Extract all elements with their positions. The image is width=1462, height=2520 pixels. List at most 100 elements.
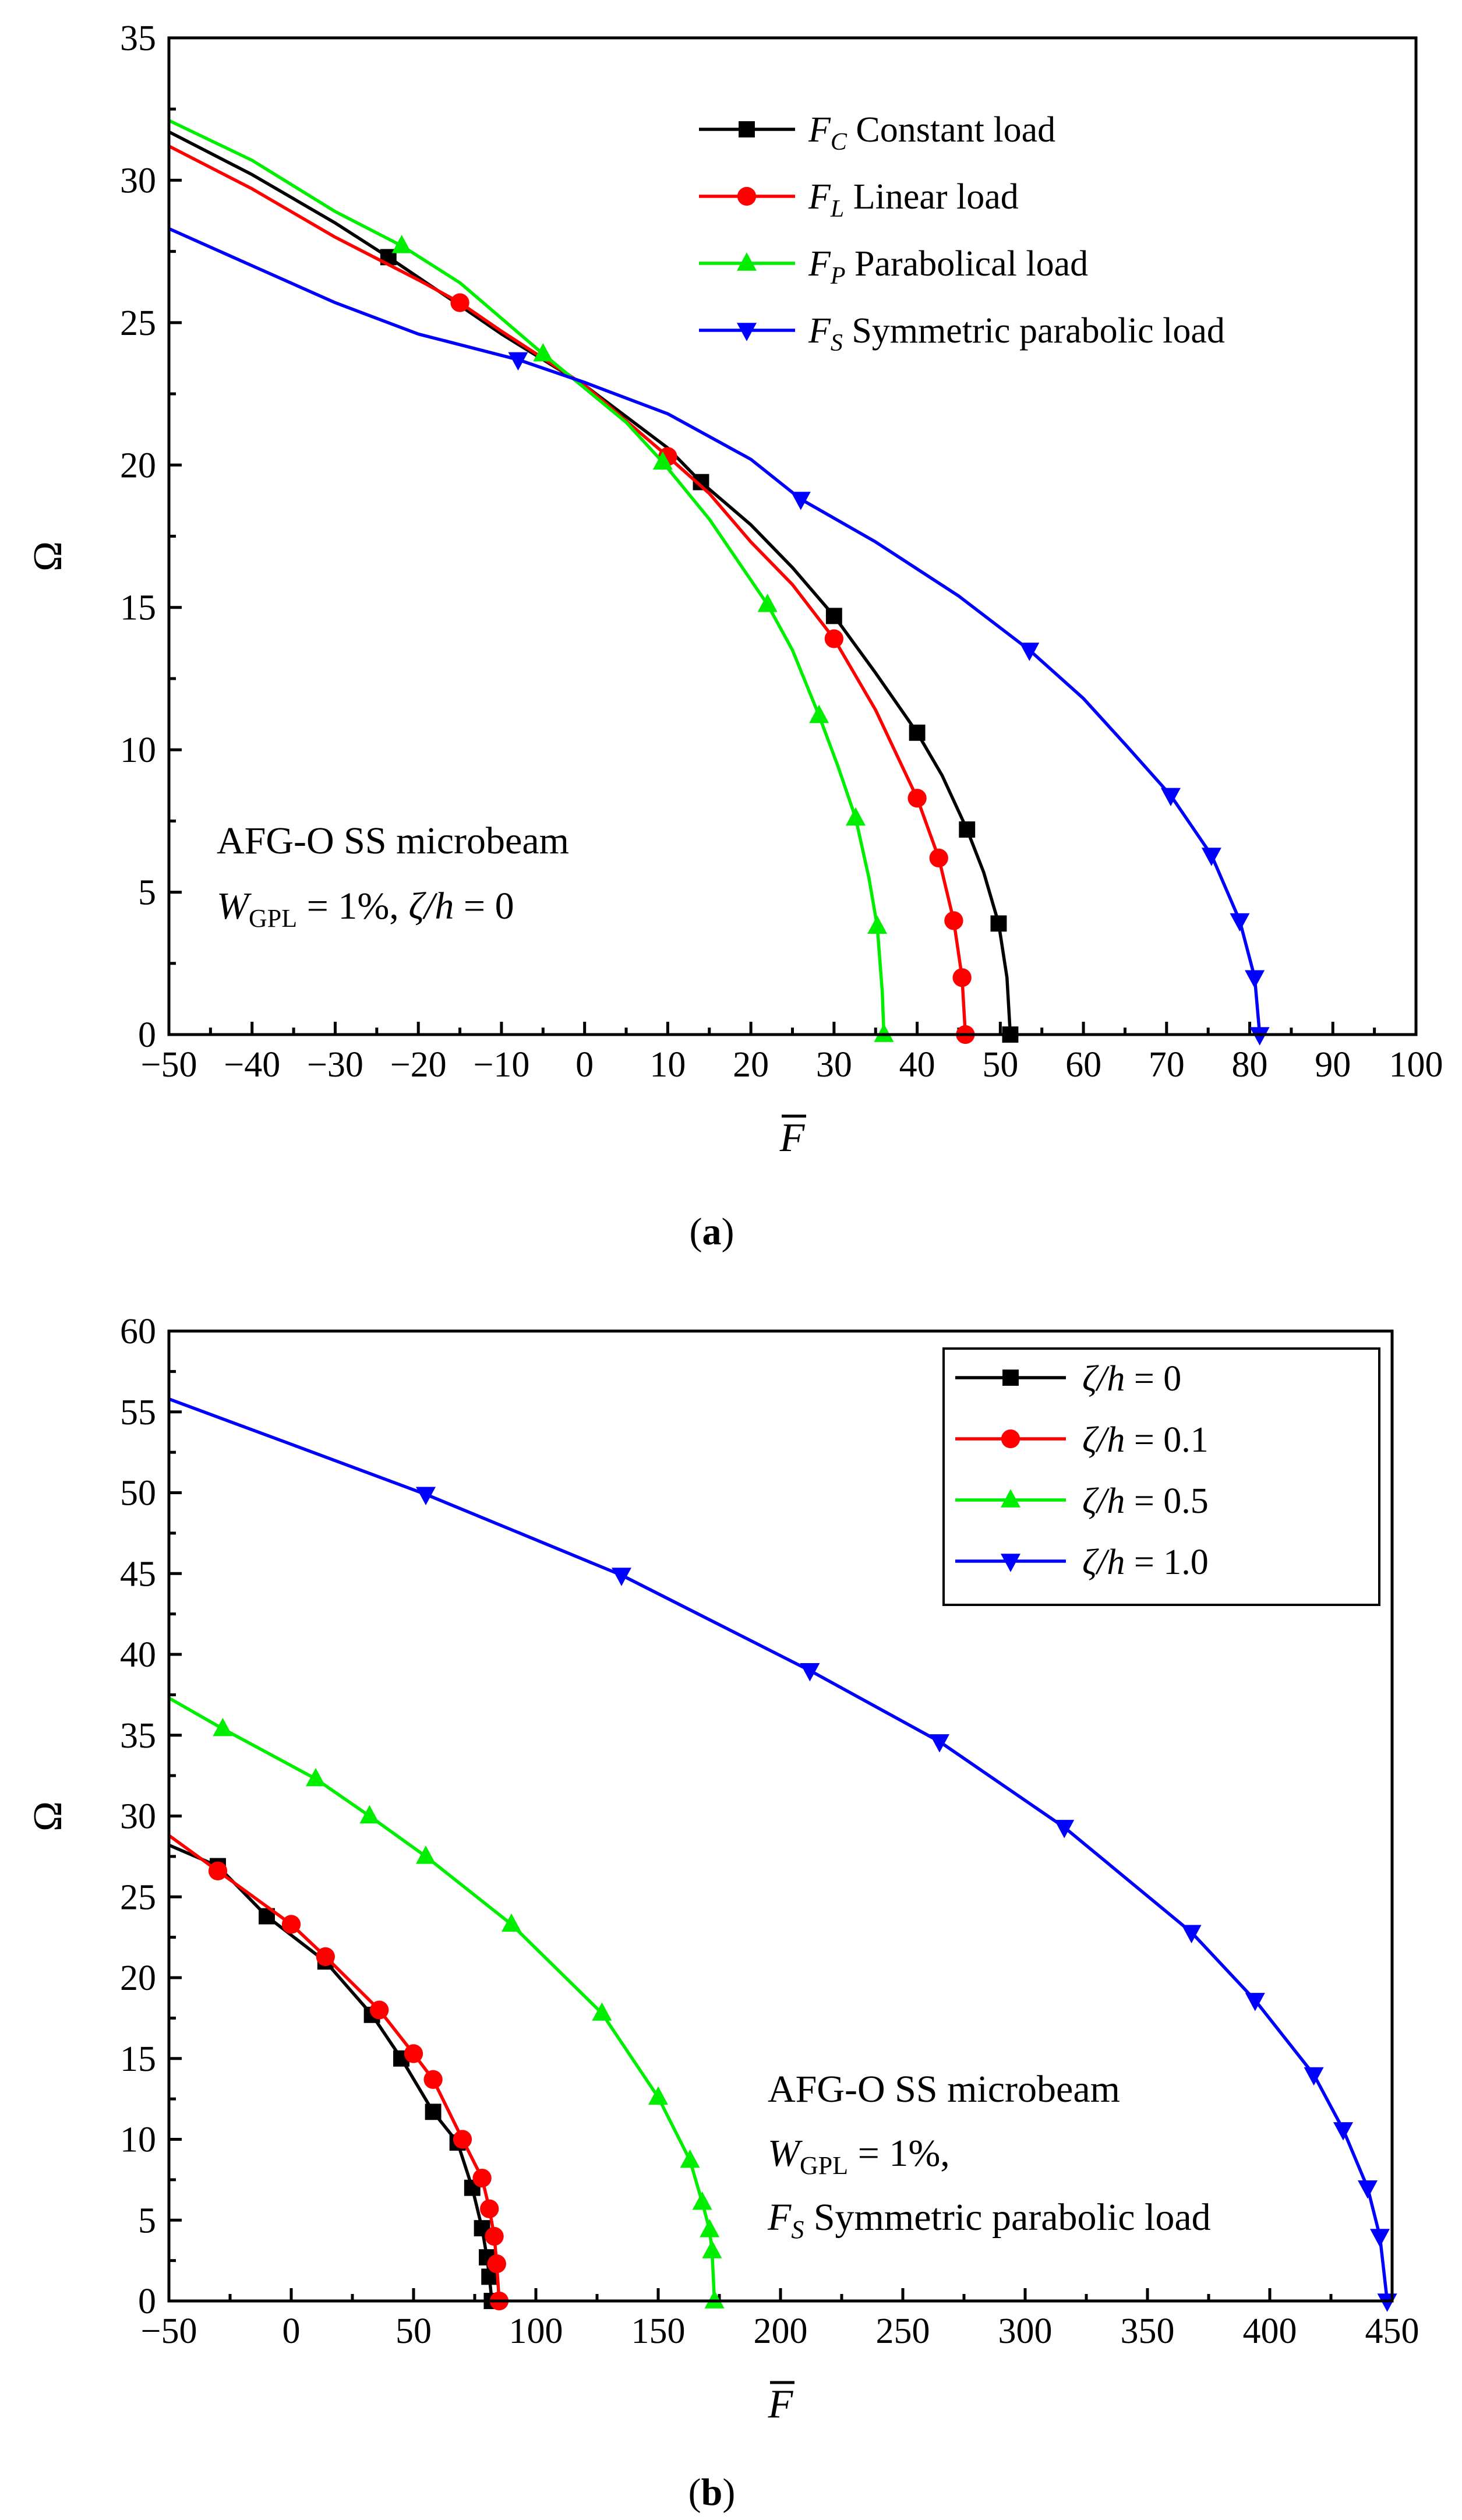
b-legend-entry: ζ/h = 1.0 — [955, 1543, 1209, 1582]
b-data-point — [680, 2149, 700, 2168]
b-ytick-label: 35 — [120, 1716, 156, 1756]
a-data-point — [757, 594, 778, 612]
a-legend-label: FC Constant load — [808, 110, 1055, 156]
b-data-point — [404, 2044, 423, 2063]
a-xtick-label: 20 — [733, 1045, 769, 1085]
a-legend-label: FS Symmetric parabolic load — [808, 311, 1225, 357]
b-series-line — [168, 1696, 716, 2302]
a-data-point — [809, 704, 829, 723]
a-data-point — [944, 911, 963, 930]
b-series-group — [168, 1397, 1397, 2312]
b-xtick-label: 450 — [1365, 2311, 1419, 2351]
a-legend-entry: FP Parabolical load — [699, 244, 1088, 290]
b-ytick-label: 45 — [120, 1554, 156, 1594]
a-xlabel-text: F — [779, 1116, 806, 1160]
a-data-point — [1201, 848, 1221, 866]
a-tick-labels: −50 −40 −30 −20 −10 0 10 20 30 40 50 60 70 80 90 100 0 5 1… — [120, 19, 1443, 1085]
a-ytick-label: 10 — [120, 730, 156, 770]
a-data-point — [959, 821, 976, 838]
b-ytick-label: 20 — [120, 1958, 156, 1998]
b-data-point — [648, 2086, 668, 2105]
b-series-1 — [168, 1834, 509, 2311]
b-data-point — [1054, 1820, 1075, 1838]
a-ytick-label: 20 — [120, 446, 156, 485]
b-legend-swatch-marker — [1001, 1489, 1020, 1508]
b-data-point — [704, 2290, 725, 2309]
a-legend: FC Constant load FL Linear load FP Parabol… — [699, 110, 1225, 357]
b-data-point — [416, 1845, 436, 1864]
a-legend-label: FL Linear load — [808, 177, 1019, 223]
b-ytick-label: 0 — [138, 2282, 156, 2321]
a-xtick-label: 0 — [575, 1045, 594, 1085]
b-data-point — [1333, 2122, 1353, 2141]
a-legend-swatch-marker — [737, 323, 757, 341]
a-legend-swatch-marker — [737, 252, 757, 271]
b-xtick-label: 250 — [876, 2311, 930, 2351]
a-xtick-label: −50 — [141, 1045, 197, 1085]
b-ylabel: Ω — [26, 1801, 70, 1831]
b-xtick-label: 350 — [1121, 2311, 1175, 2351]
a-data-point — [1160, 788, 1181, 807]
b-series-line — [168, 1834, 501, 2302]
a-caption: (a) — [690, 1210, 734, 1253]
b-data-point — [306, 1767, 326, 1787]
b-legend-entry: ζ/h = 0.5 — [955, 1481, 1209, 1521]
b-caption: (b) — [688, 2471, 736, 2514]
b-ytick-label: 50 — [120, 1474, 156, 1513]
b-data-point — [370, 2000, 389, 2020]
b-legend-label: ζ/h = 0.1 — [1082, 1420, 1209, 1460]
a-series-line — [168, 144, 967, 1035]
b-data-point — [930, 1734, 949, 1753]
a-data-point — [391, 235, 412, 253]
a-series-3 — [168, 227, 1270, 1046]
b-legend-label: ζ/h = 0 — [1082, 1359, 1181, 1399]
b-legend: ζ/h = 0 ζ/h = 0.1 ζ/h = 0.5 ζ/h = 1.0 — [942, 1347, 1380, 1606]
b-ytick-label: 5 — [138, 2201, 156, 2240]
b-data-point — [612, 1568, 631, 1586]
a-data-point — [952, 968, 972, 987]
b-data-point — [700, 2219, 720, 2237]
b-data-point — [487, 2254, 506, 2274]
a-annotation-line1: AFG-O SS microbeam — [217, 820, 569, 862]
a-data-point — [450, 293, 469, 312]
a-ytick-label: 5 — [138, 873, 156, 913]
a-legend-entry: FS Symmetric parabolic load — [699, 311, 1225, 357]
a-data-point — [533, 343, 553, 362]
b-data-point — [416, 1487, 436, 1505]
a-ytick-label: 15 — [120, 588, 156, 628]
a-xtick-label: 50 — [982, 1045, 1018, 1085]
b-ytick-label: 15 — [120, 2039, 156, 2079]
a-data-point — [508, 352, 528, 371]
b-data-point — [502, 1913, 521, 1932]
a-ytick-label: 35 — [120, 19, 156, 58]
b-legend-entry: ζ/h = 0.1 — [955, 1420, 1209, 1460]
b-data-point — [423, 2070, 443, 2089]
b-legend-swatch-marker — [1001, 1429, 1020, 1449]
a-data-point — [825, 608, 842, 624]
a-data-point — [1230, 913, 1250, 932]
b-data-point — [485, 2226, 504, 2246]
b-data-point — [692, 2191, 712, 2210]
b-annotation-line3: FS Symmetric parabolic load — [767, 2196, 1211, 2244]
a-xtick-label: 70 — [1149, 1045, 1185, 1085]
b-xlabel: F — [768, 2381, 794, 2427]
a-data-point — [990, 915, 1007, 932]
b-xtick-label: 300 — [998, 2311, 1053, 2351]
b-data-point — [702, 2240, 722, 2258]
b-data-point — [453, 2130, 472, 2149]
b-data-point — [592, 2002, 612, 2021]
a-annotation: AFG-O SS microbeam WGPL = 1%, ζ/h = 0 — [217, 820, 569, 933]
a-legend-entry: FC Constant load — [699, 110, 1055, 156]
b-plot-frame — [167, 1329, 1394, 2303]
b-annotation-line1: AFG-O SS microbeam — [768, 2068, 1120, 2110]
a-data-point — [790, 492, 811, 510]
b-data-point — [425, 2103, 442, 2120]
a-xlabel: F — [779, 1114, 806, 1160]
b-ytick-label: 55 — [120, 1393, 156, 1432]
b-annotation-line2: WGPL = 1%, — [768, 2132, 950, 2180]
b-xtick-label: 0 — [282, 2311, 301, 2351]
a-series-1 — [168, 144, 975, 1044]
b-ytick-label: 30 — [120, 1797, 156, 1837]
a-series-line — [168, 130, 1012, 1035]
a-plot-frame — [167, 36, 1418, 1036]
